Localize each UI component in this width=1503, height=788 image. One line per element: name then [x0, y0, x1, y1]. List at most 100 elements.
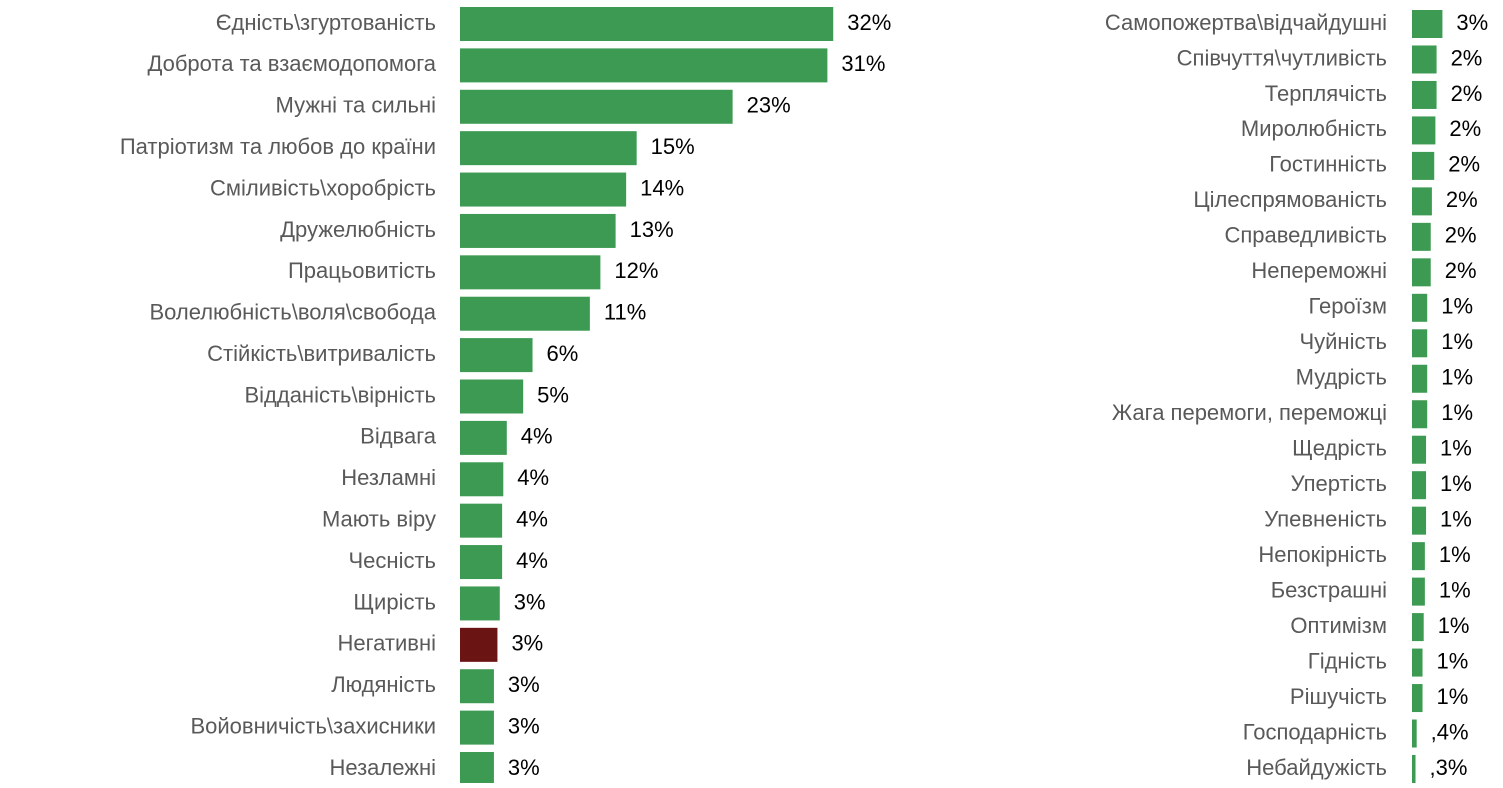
bar	[1412, 329, 1428, 358]
value-label: 1%	[1441, 365, 1473, 390]
category-label: Оптимізм	[1290, 613, 1387, 638]
category-label: Гідність	[1308, 648, 1387, 673]
bar	[1412, 648, 1423, 677]
bar	[1412, 684, 1423, 713]
category-label: Щирість	[353, 589, 436, 614]
category-label: Войовничість\захисники	[190, 713, 436, 738]
category-label: Незалежні	[329, 755, 436, 780]
bar	[460, 586, 500, 621]
category-label: Людяність	[331, 672, 436, 697]
category-label: Працьовитість	[288, 258, 436, 283]
value-label: 2%	[1451, 45, 1483, 70]
value-label: 1%	[1440, 436, 1472, 461]
bar	[1412, 400, 1428, 429]
category-label: Гостинність	[1269, 152, 1387, 177]
value-label: 12%	[614, 258, 658, 283]
bar	[460, 503, 503, 538]
category-label: Справедливість	[1224, 223, 1387, 248]
bar	[460, 752, 494, 786]
category-label: Дружелюбність	[280, 217, 436, 242]
bar	[1412, 719, 1417, 748]
bar	[1412, 471, 1427, 500]
value-label: 3%	[1456, 10, 1488, 35]
bar	[1412, 222, 1431, 251]
value-label: 1%	[1441, 294, 1473, 319]
category-label: Миролюбність	[1241, 116, 1387, 141]
value-label: 1%	[1438, 613, 1470, 638]
category-label: Рішучість	[1290, 684, 1387, 709]
bar	[1412, 293, 1428, 322]
value-label: ,4%	[1431, 719, 1469, 744]
category-label: Самопожертва\відчайдушні	[1105, 10, 1387, 35]
value-label: 4%	[516, 506, 548, 531]
category-label: Терплячість	[1265, 81, 1387, 106]
value-label: ,3%	[1430, 755, 1468, 780]
category-label: Мають віру	[322, 506, 436, 531]
bar	[1412, 435, 1427, 464]
category-label: Стійкість\витривалість	[207, 341, 436, 366]
value-label: 4%	[516, 548, 548, 573]
category-label: Відвага	[360, 424, 437, 449]
bar	[1412, 613, 1424, 642]
category-label: Негативні	[337, 631, 436, 656]
category-label: Чесність	[349, 548, 436, 573]
category-label: Непокірність	[1258, 542, 1387, 567]
value-label: 2%	[1446, 187, 1478, 212]
bar	[460, 7, 834, 41]
value-label: 4%	[517, 465, 549, 490]
category-label: Співчуття\чутливість	[1177, 45, 1387, 70]
value-label: 1%	[1441, 329, 1473, 354]
value-label: 1%	[1441, 400, 1473, 425]
category-label: Господарність	[1243, 719, 1387, 744]
value-label: 32%	[847, 10, 891, 35]
value-label: 1%	[1437, 684, 1469, 709]
value-label: 2%	[1445, 258, 1477, 283]
bar	[460, 296, 590, 331]
bar	[1412, 542, 1425, 571]
bar	[460, 172, 627, 207]
value-label: 31%	[841, 51, 885, 76]
value-label: 3%	[511, 631, 543, 656]
bar	[1412, 80, 1437, 109]
value-label: 1%	[1439, 577, 1471, 602]
value-label: 3%	[508, 713, 540, 738]
category-label: Чуйність	[1299, 329, 1387, 354]
value-label: 1%	[1440, 506, 1472, 531]
bar	[460, 545, 503, 580]
value-label: 2%	[1445, 223, 1477, 248]
category-label: Сміливість\хоробрість	[210, 175, 436, 200]
category-label: Патріотизм та любов до країни	[120, 134, 436, 159]
value-label: 23%	[747, 93, 791, 118]
value-label: 5%	[537, 382, 569, 407]
bar	[1412, 45, 1437, 74]
category-label: Незламні	[341, 465, 436, 490]
category-label: Мудрість	[1296, 365, 1387, 390]
category-label: Небайдужість	[1246, 755, 1387, 780]
bar	[460, 627, 498, 662]
bar	[460, 462, 504, 497]
bar	[1412, 187, 1432, 216]
bar	[460, 255, 601, 290]
bar	[460, 48, 828, 83]
bar	[460, 338, 533, 373]
value-label: 14%	[640, 175, 684, 200]
bar	[1412, 116, 1436, 145]
category-label: Щедрість	[1292, 436, 1387, 461]
category-label: Єдність\згуртованість	[216, 10, 436, 35]
bar	[1412, 364, 1428, 393]
value-label: 1%	[1439, 542, 1471, 567]
category-label: Упевненість	[1264, 506, 1387, 531]
bar	[460, 213, 616, 248]
bar	[1412, 151, 1435, 180]
bar	[1412, 577, 1425, 606]
value-label: 15%	[651, 134, 695, 159]
bar	[1412, 258, 1431, 287]
value-label: 1%	[1440, 471, 1472, 496]
category-label: Упертість	[1291, 471, 1387, 496]
bar	[460, 710, 494, 745]
category-label: Цілеспрямованість	[1193, 187, 1387, 212]
value-label: 4%	[521, 424, 553, 449]
category-label: Доброта та взаємодопомога	[147, 51, 436, 76]
value-label: 2%	[1451, 81, 1483, 106]
